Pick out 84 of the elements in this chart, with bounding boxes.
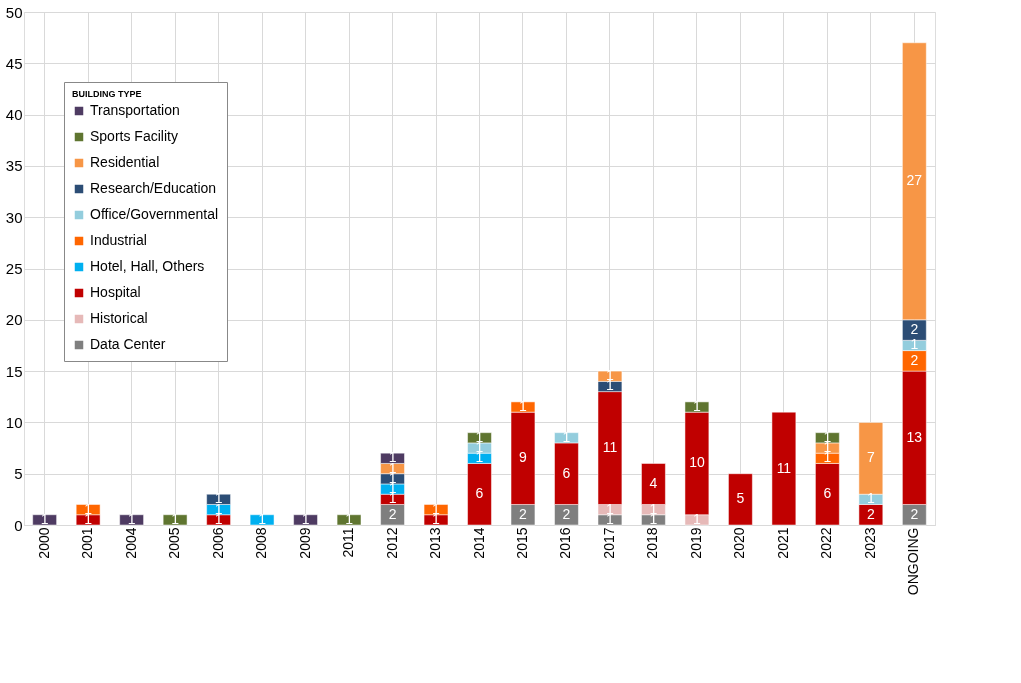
data-label: 11 [776,459,792,476]
data-label: 2 [910,321,919,338]
x-tick-label: 2023 [861,527,878,559]
data-label: 10 [689,454,705,471]
data-label: 1 [127,510,136,527]
data-label: 2 [519,505,528,522]
x-tick-label: 2019 [687,527,704,559]
legend-title: BUILDING TYPE [72,89,142,99]
x-tick-label: 2004 [122,527,139,559]
y-tick-label: 50 [5,3,23,21]
legend-label: Sports Facility [90,128,178,144]
data-label: 1 [562,428,571,445]
data-label: 2 [910,505,919,522]
legend-label: Office/Governmental [90,206,219,222]
data-label: 1 [345,510,354,527]
data-label: 1 [693,398,702,415]
y-tick-label: 0 [14,516,23,534]
x-tick-label: 2012 [383,527,400,559]
bar [293,514,318,526]
data-label: 2 [910,351,919,368]
data-label: 1 [258,510,267,527]
y-tick-label: 10 [5,413,23,431]
legend-label: Hotel, Hall, Others [90,258,205,274]
x-tick-label: 2000 [35,527,52,559]
data-label: 2 [388,505,397,522]
x-tick-label: 2015 [513,527,530,559]
data-label: 1 [40,510,49,527]
x-tick-label: 2014 [470,527,487,559]
y-tick-label: 5 [14,465,23,483]
data-label: 1 [693,510,702,527]
legend-label: Research/Education [90,180,217,196]
y-tick-label: 30 [5,208,23,226]
y-tick-label: 20 [5,311,23,329]
legend-label: Residential [90,154,160,170]
legend-label: Historical [90,310,148,326]
data-label: 2 [562,505,571,522]
y-tick-label: 15 [5,362,23,380]
data-label: 5 [736,490,745,507]
x-tick-label: 2013 [427,527,444,559]
x-tick-label: ONGOING [905,527,922,596]
x-tick-label: 2001 [79,527,96,559]
bar [119,514,144,526]
bar [771,411,797,526]
data-label: 1 [606,510,615,527]
y-tick-label: 45 [5,54,23,72]
legend-label: Hospital [90,284,141,300]
data-label: 1 [910,336,919,353]
x-tick-label: 2016 [557,527,574,559]
data-label: 1 [171,510,180,527]
x-tick-label: 2020 [731,527,748,559]
data-label: 27 [906,172,923,189]
data-label: 7 [866,449,875,466]
y-tick-label: 25 [5,260,23,277]
legend-label: Industrial [90,232,147,248]
x-tick-label: 2009 [296,527,313,559]
data-label: 9 [519,449,528,466]
x-tick-label: 2011 [340,527,357,558]
bar [728,473,753,526]
x-tick-label: 2018 [644,527,661,559]
legend-label: Data Center [90,336,166,352]
data-label: 1 [519,398,528,415]
x-tick-label: 2006 [209,527,226,559]
x-tick-label: 2008 [253,527,270,559]
x-tick-label: 2017 [600,527,617,559]
data-label: 13 [906,428,923,445]
x-tick-label: 2022 [818,527,835,559]
x-tick-label: 2021 [774,527,791,559]
data-label: 1 [301,510,310,527]
data-label: 11 [602,439,618,456]
y-tick-label: 40 [5,106,23,124]
data-label: 4 [649,474,658,491]
bar [336,514,362,526]
data-label: 6 [823,485,832,502]
bar [249,514,275,526]
data-label: 6 [475,485,484,502]
bar [32,514,57,526]
data-label: 2 [866,505,875,522]
bar [162,514,188,526]
data-label: 6 [562,464,571,481]
data-label: 1 [866,490,875,507]
legend-label: Transportation [90,102,180,118]
data-label: 1 [649,510,658,527]
x-tick-label: 2005 [166,527,183,559]
y-tick-label: 35 [5,157,23,175]
